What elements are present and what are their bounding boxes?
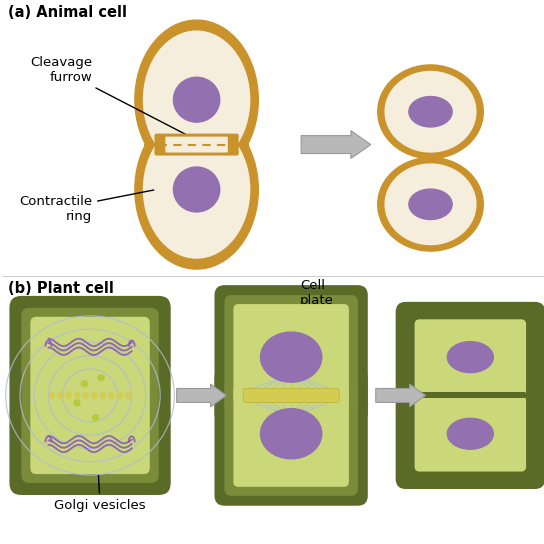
Ellipse shape	[409, 189, 452, 220]
FancyBboxPatch shape	[233, 387, 349, 487]
FancyBboxPatch shape	[225, 378, 358, 496]
Ellipse shape	[98, 375, 104, 381]
Bar	[416, 392, 525, 398]
Ellipse shape	[135, 20, 258, 180]
FancyBboxPatch shape	[225, 295, 358, 413]
Ellipse shape	[385, 71, 476, 152]
Text: (b) Plant cell: (b) Plant cell	[9, 281, 114, 296]
Ellipse shape	[447, 342, 493, 373]
FancyBboxPatch shape	[30, 317, 150, 474]
Ellipse shape	[82, 381, 88, 387]
Ellipse shape	[409, 96, 452, 127]
Ellipse shape	[135, 110, 258, 269]
Text: Contractile
ring: Contractile ring	[19, 190, 154, 223]
Ellipse shape	[75, 392, 80, 398]
Ellipse shape	[378, 65, 483, 158]
Text: Cell
plate: Cell plate	[300, 279, 334, 388]
FancyBboxPatch shape	[233, 304, 349, 404]
Ellipse shape	[378, 158, 483, 251]
Ellipse shape	[83, 392, 88, 398]
Ellipse shape	[261, 332, 322, 382]
Ellipse shape	[174, 77, 220, 122]
Ellipse shape	[144, 121, 250, 258]
FancyBboxPatch shape	[154, 134, 239, 156]
FancyArrow shape	[376, 384, 425, 407]
Ellipse shape	[447, 418, 493, 449]
Ellipse shape	[174, 167, 220, 212]
FancyBboxPatch shape	[415, 319, 526, 395]
FancyArrow shape	[301, 131, 371, 158]
FancyBboxPatch shape	[395, 302, 544, 489]
Ellipse shape	[144, 31, 250, 168]
Ellipse shape	[126, 392, 131, 398]
Ellipse shape	[261, 409, 322, 459]
Ellipse shape	[385, 164, 476, 245]
FancyBboxPatch shape	[165, 137, 228, 152]
Ellipse shape	[58, 392, 63, 398]
Ellipse shape	[66, 392, 71, 398]
FancyBboxPatch shape	[214, 368, 368, 506]
Ellipse shape	[74, 400, 80, 406]
Ellipse shape	[118, 392, 122, 398]
FancyBboxPatch shape	[415, 396, 526, 472]
Text: Golgi vesicles: Golgi vesicles	[54, 413, 146, 511]
FancyBboxPatch shape	[21, 308, 159, 483]
Text: Cleavage
furrow: Cleavage furrow	[30, 56, 199, 141]
FancyBboxPatch shape	[9, 296, 171, 495]
Ellipse shape	[109, 392, 114, 398]
FancyBboxPatch shape	[214, 285, 368, 423]
Ellipse shape	[101, 392, 106, 398]
FancyBboxPatch shape	[243, 388, 339, 403]
Ellipse shape	[92, 415, 98, 421]
Ellipse shape	[92, 392, 97, 398]
Ellipse shape	[50, 392, 54, 398]
FancyArrow shape	[177, 384, 226, 407]
Text: (a) Animal cell: (a) Animal cell	[9, 5, 127, 20]
